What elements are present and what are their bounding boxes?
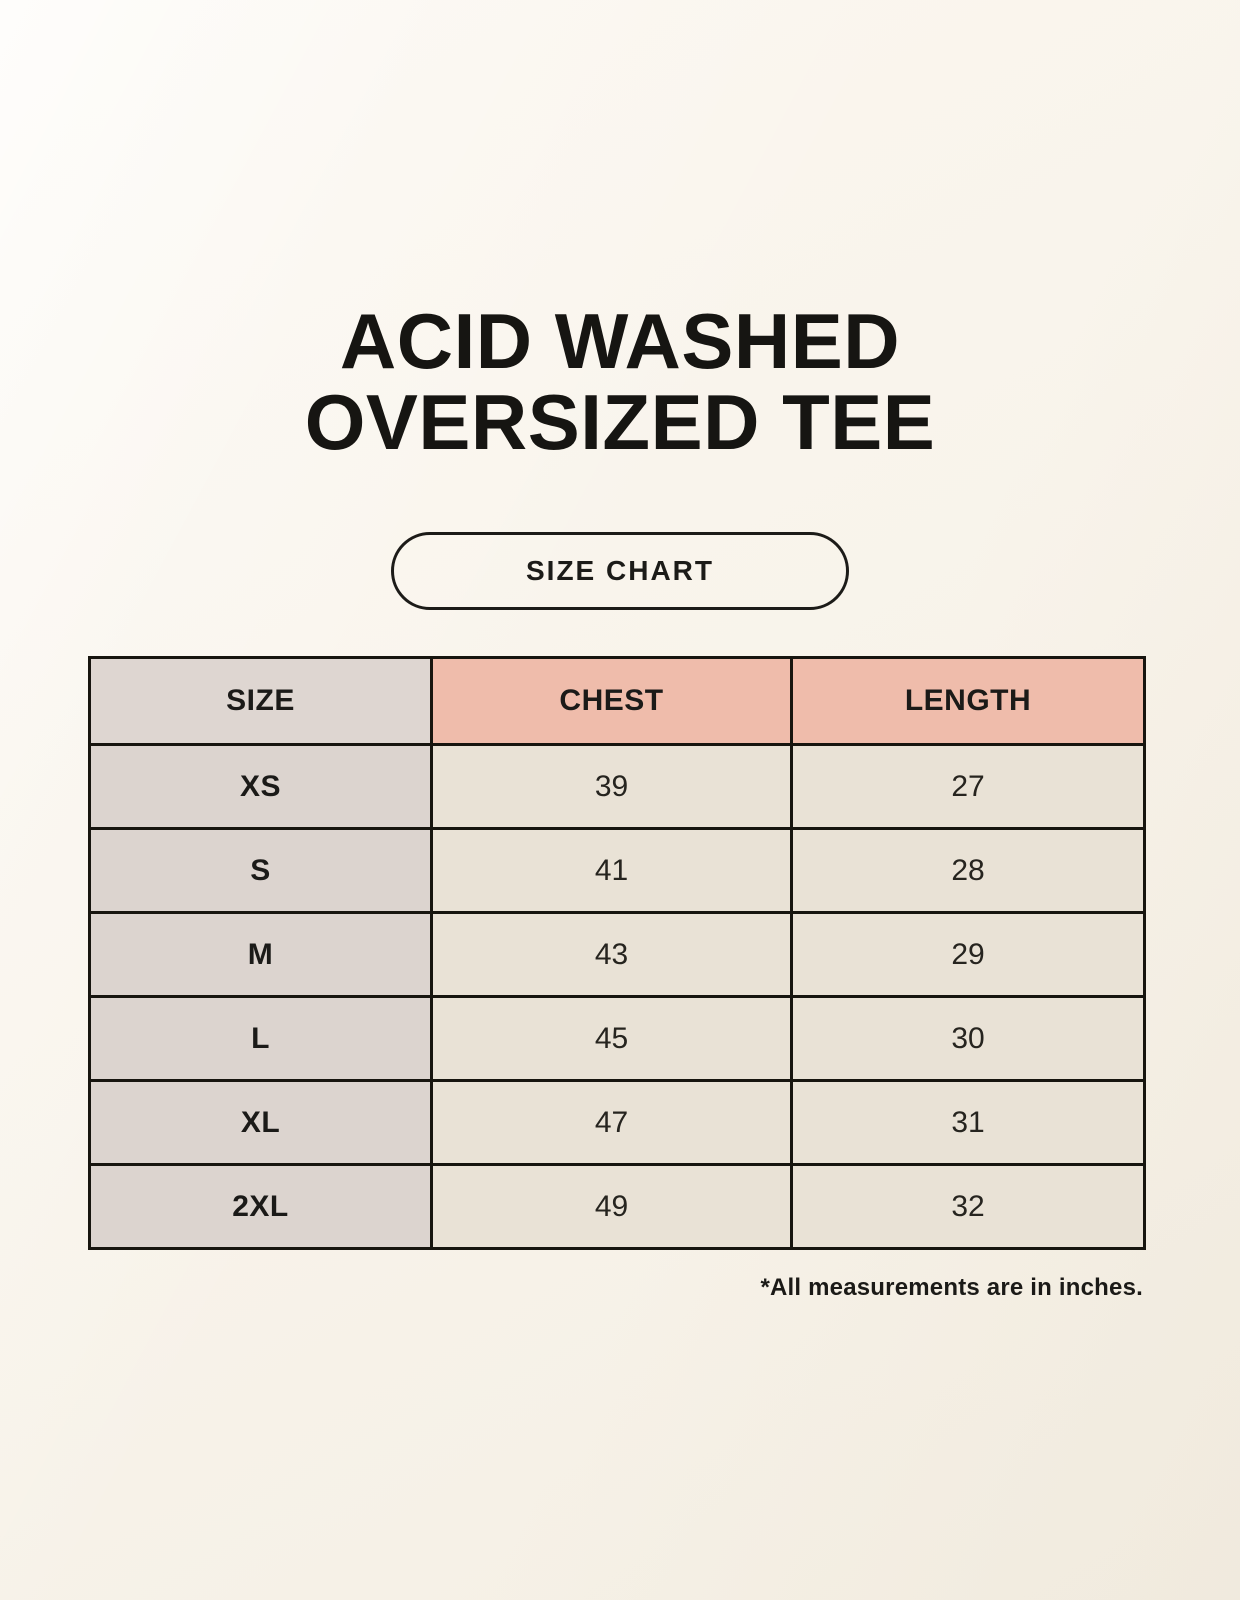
table-header-row: SIZE CHEST LENGTH <box>88 656 1146 746</box>
length-value-m: 29 <box>790 911 1146 998</box>
size-chart-header-row: SIZE CHEST LENGTH <box>88 656 1146 746</box>
chest-value-xl: 47 <box>430 1079 793 1166</box>
chest-value-xs: 39 <box>430 743 793 830</box>
size-label-xl: XL <box>88 1079 433 1166</box>
size-chart-button[interactable]: SIZE CHART <box>391 532 849 610</box>
product-title: ACID WASHED OVERSIZED TEE <box>0 301 1240 463</box>
table-row: XS 39 27 <box>88 743 1146 830</box>
length-value-s: 28 <box>790 827 1146 914</box>
table-row: XL 47 31 <box>88 1079 1146 1166</box>
chest-value-l: 45 <box>430 995 793 1082</box>
column-header-chest: CHEST <box>430 656 793 746</box>
table-row: L 45 30 <box>88 995 1146 1082</box>
product-title-line1: ACID WASHED <box>339 297 901 385</box>
length-value-xl: 31 <box>790 1079 1146 1166</box>
size-label-xs: XS <box>88 743 433 830</box>
size-label-s: S <box>88 827 433 914</box>
length-value-2xl: 32 <box>790 1163 1146 1250</box>
size-chart-button-label: SIZE CHART <box>526 555 714 586</box>
size-chart-table: SIZE CHEST LENGTH XS 39 27 S 41 28 M 43 … <box>88 656 1146 1250</box>
measurement-units-footnote: *All measurements are in inches. <box>760 1274 1143 1301</box>
chest-value-s: 41 <box>430 827 793 914</box>
column-header-length: LENGTH <box>790 656 1146 746</box>
chest-value-2xl: 49 <box>430 1163 793 1250</box>
size-label-m: M <box>88 911 433 998</box>
product-title-line2: OVERSIZED TEE <box>304 378 936 466</box>
size-label-l: L <box>88 995 433 1082</box>
length-value-xs: 27 <box>790 743 1146 830</box>
table-row: M 43 29 <box>88 911 1146 998</box>
column-header-size: SIZE <box>88 656 433 746</box>
length-value-l: 30 <box>790 995 1146 1082</box>
table-row: S 41 28 <box>88 827 1146 914</box>
size-label-2xl: 2XL <box>88 1163 433 1250</box>
chest-value-m: 43 <box>430 911 793 998</box>
table-row: 2XL 49 32 <box>88 1163 1146 1250</box>
